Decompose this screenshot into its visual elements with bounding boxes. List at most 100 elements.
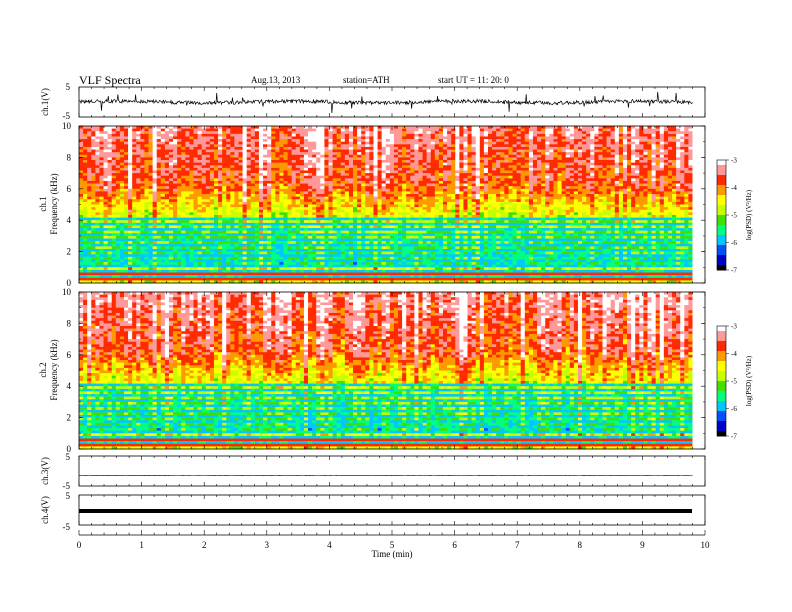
spectrogram-cell bbox=[246, 136, 252, 140]
spectrogram-cell bbox=[275, 248, 280, 252]
spectrogram-cell bbox=[614, 220, 620, 224]
spectrogram-cell bbox=[545, 251, 554, 255]
spectrogram-cell bbox=[164, 246, 170, 250]
spectrogram-cell bbox=[275, 194, 280, 197]
spectrogram-cell bbox=[590, 149, 599, 153]
spectrogram-cell bbox=[418, 191, 423, 195]
spectrogram-cell bbox=[528, 225, 534, 229]
spectrogram-cell bbox=[164, 178, 170, 182]
spectrogram-cell bbox=[353, 207, 358, 211]
spectrogram-cell bbox=[234, 251, 243, 255]
spectrogram-cell bbox=[320, 228, 333, 231]
spectrogram-cell bbox=[471, 243, 477, 247]
spectrogram-cell bbox=[295, 165, 309, 169]
spectrogram-cell bbox=[455, 183, 460, 187]
spectrogram-cell bbox=[684, 228, 689, 231]
spectrogram-cell bbox=[320, 225, 325, 229]
spectrogram-cell bbox=[275, 196, 280, 200]
spectrogram-cell bbox=[381, 128, 391, 132]
spectrogram-cell bbox=[467, 154, 472, 158]
spectrogram-cell bbox=[258, 196, 264, 200]
spectrogram-cell bbox=[627, 146, 632, 150]
spectrogram-cell bbox=[132, 154, 141, 158]
spectrogram-cell bbox=[651, 199, 656, 203]
spectrogram-cell bbox=[185, 230, 202, 234]
spectrogram-cell bbox=[132, 133, 141, 137]
spectrogram-cell bbox=[373, 167, 378, 171]
spectrogram-cell bbox=[389, 235, 395, 239]
spectrogram-cell bbox=[144, 201, 153, 205]
spectrogram-cell bbox=[622, 170, 628, 174]
spectrogram-cell bbox=[508, 191, 513, 195]
spectrogram-cell bbox=[156, 162, 162, 166]
spectrogram-cell bbox=[402, 136, 415, 140]
spectrogram-cell bbox=[565, 186, 571, 190]
spectrogram-cell bbox=[598, 246, 603, 250]
spectrogram-cell bbox=[610, 128, 616, 132]
spectrogram-cell bbox=[287, 212, 292, 216]
spectrogram-cell bbox=[667, 136, 673, 140]
spectrogram-cell bbox=[586, 165, 591, 169]
spectrogram-cell bbox=[189, 225, 194, 229]
spectrogram-cell bbox=[271, 175, 276, 179]
spectrogram-cell bbox=[553, 186, 558, 190]
spectrogram-cell bbox=[344, 222, 350, 226]
spectrogram-cell bbox=[631, 133, 636, 137]
spectrogram-cell bbox=[410, 146, 415, 150]
spectrogram-cell bbox=[586, 131, 591, 135]
spectrogram-cell bbox=[295, 173, 301, 177]
spectrogram-cell bbox=[627, 207, 632, 211]
spectrogram-cell bbox=[532, 191, 538, 195]
spectrogram-cell bbox=[659, 162, 665, 166]
spectrogram-cell bbox=[303, 141, 317, 145]
spectrogram-cell bbox=[565, 131, 575, 135]
spectrogram-cell bbox=[594, 144, 603, 148]
spectrogram-cell bbox=[553, 180, 558, 184]
spectrogram-cell bbox=[103, 214, 108, 218]
spectrogram-cell bbox=[348, 167, 354, 171]
spectrogram-cell bbox=[434, 233, 444, 237]
spectrogram-cell bbox=[299, 194, 305, 197]
spectrogram-cell bbox=[361, 157, 366, 161]
spectrogram-cell bbox=[201, 246, 207, 250]
spectrogram-cell bbox=[234, 154, 239, 158]
spectrogram-cell bbox=[516, 141, 522, 145]
spectrogram-cell bbox=[483, 183, 489, 187]
spectrogram-cell bbox=[128, 170, 133, 174]
spectrogram-cell bbox=[516, 162, 522, 166]
spectrogram-cell bbox=[516, 136, 522, 140]
spectrogram-cell bbox=[361, 131, 366, 135]
spectrogram-cell bbox=[418, 170, 423, 174]
spectrogram-cell bbox=[91, 256, 100, 260]
spectrogram-cell bbox=[545, 136, 558, 140]
spectrogram-cell bbox=[381, 139, 387, 142]
spectrogram-cell bbox=[451, 196, 456, 200]
spectrogram-cell bbox=[582, 220, 587, 224]
spectrogram-cell bbox=[156, 167, 162, 171]
spectrogram-cell bbox=[324, 204, 329, 208]
spectrogram-cell bbox=[369, 220, 374, 224]
spectrogram-cell bbox=[438, 152, 444, 156]
spectrogram-cell bbox=[393, 141, 432, 145]
spectrogram-cell bbox=[128, 152, 133, 156]
spectrogram-cell bbox=[471, 209, 477, 213]
spectrogram-cell bbox=[128, 160, 133, 163]
spectrogram-cell bbox=[463, 230, 468, 234]
spectrogram-cell bbox=[549, 188, 554, 192]
spectrogram-cell bbox=[291, 209, 297, 213]
spectrogram-cell bbox=[263, 160, 268, 163]
spectrogram-cell bbox=[218, 178, 223, 182]
spectrogram-cell bbox=[369, 175, 374, 179]
spectrogram-cell bbox=[205, 170, 211, 174]
spectrogram-cell bbox=[173, 204, 178, 208]
spectrogram-cell bbox=[324, 152, 329, 156]
spectrogram-cell bbox=[438, 180, 444, 184]
spectrogram-cell bbox=[618, 214, 624, 218]
spectrogram-cell bbox=[430, 165, 440, 169]
spectrogram-cell bbox=[455, 204, 460, 208]
spectrogram-cell bbox=[361, 136, 366, 140]
spectrogram-cell bbox=[512, 157, 517, 161]
spectrogram-cell bbox=[152, 243, 219, 247]
spectrogram-cell bbox=[631, 173, 640, 177]
spectrogram-cell bbox=[111, 209, 125, 213]
